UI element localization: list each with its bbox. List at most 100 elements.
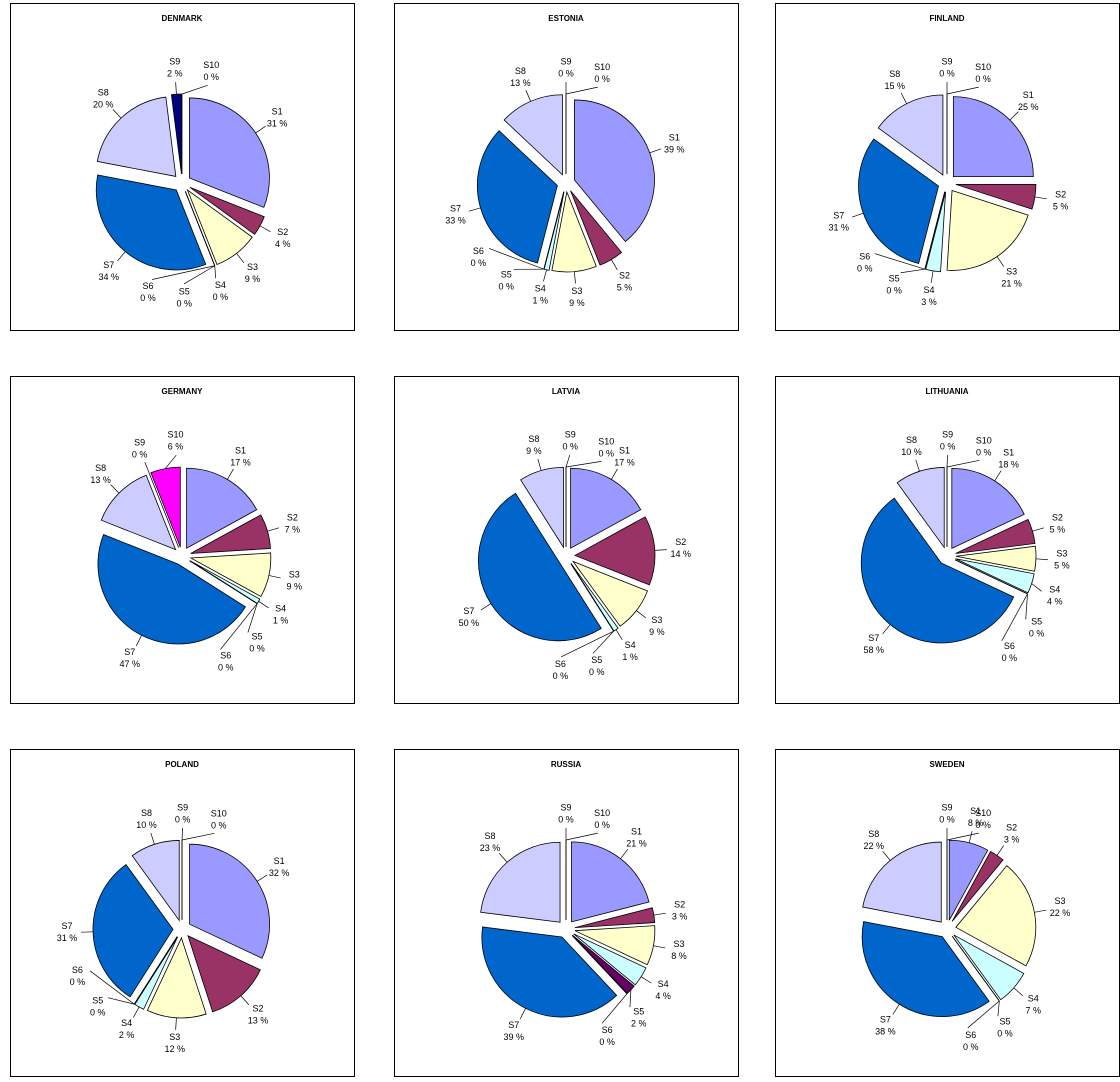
leader-line: [653, 945, 666, 949]
slice-label: S6: [220, 651, 231, 661]
value-label: 14 %: [671, 549, 692, 559]
chart-title: FINLAND: [929, 14, 964, 23]
value-label: 39 %: [664, 144, 685, 154]
slice-label: S6: [602, 1025, 613, 1035]
pie-slice: [862, 841, 942, 923]
value-label: 10 %: [136, 820, 157, 830]
leader-line: [258, 601, 269, 609]
slice-label: S3: [1006, 266, 1017, 276]
value-label: 1 %: [533, 295, 549, 305]
value-label: 5 %: [1053, 201, 1069, 211]
slice-label: S10: [594, 62, 610, 72]
value-label: 0 %: [598, 449, 614, 459]
value-label: 23 %: [480, 843, 501, 853]
pie-slice: [951, 850, 1004, 922]
slice-label: S3: [673, 939, 684, 949]
slice-label: S7: [450, 203, 461, 213]
leader-line: [150, 832, 155, 845]
leader-line: [565, 454, 571, 468]
slice-label: S10: [594, 808, 610, 818]
pie-slice: [953, 934, 1025, 1001]
leader-line: [874, 253, 925, 270]
pie-slice: [190, 514, 271, 554]
leader-line: [110, 484, 120, 494]
value-label: 31 %: [57, 933, 78, 943]
slice-label: S8: [515, 66, 526, 76]
chart-title: ESTONIA: [548, 14, 584, 23]
leader-line: [851, 212, 864, 218]
slice-label: S9: [169, 57, 180, 67]
leader-line: [611, 259, 618, 271]
value-label: 21 %: [626, 839, 647, 849]
leader-line: [946, 832, 979, 841]
leader-line: [89, 970, 135, 1005]
leader-line: [214, 265, 217, 279]
slice-label: S6: [1004, 641, 1015, 651]
leader-line: [592, 630, 614, 654]
leader-line: [967, 1000, 1000, 1029]
slice-label: S1: [272, 107, 283, 117]
leader-line: [946, 459, 980, 468]
leader-line: [882, 624, 891, 635]
chart-title: RUSSIA: [551, 760, 581, 769]
leader-line: [1001, 593, 1028, 642]
pie-slice: [925, 191, 946, 273]
slice-label: S1: [970, 806, 981, 816]
slice-label: S8: [98, 88, 109, 98]
value-label: 0 %: [213, 292, 229, 302]
leader-line: [259, 225, 271, 232]
value-label: 17 %: [614, 457, 635, 467]
leader-line: [227, 468, 234, 480]
chart-title: GERMANY: [162, 387, 204, 396]
value-label: 0 %: [1029, 628, 1045, 638]
leader-line: [175, 82, 177, 95]
leader-line: [236, 253, 245, 264]
pie-slice: [503, 94, 563, 176]
pie-panel: SWEDEN S1 8 % S2 3 % S3 22 % S4 7 % S5 0 % S6 0 % S7 3…: [775, 749, 1120, 1077]
leader-line: [1031, 583, 1042, 592]
value-label: 0 %: [975, 820, 991, 830]
slice-label: S5: [591, 655, 602, 665]
pie-panel: LITHUANIA S1 18 % S2 5 % S3 5 % S4 4 % S5 0 % S6 0 %…: [775, 376, 1120, 704]
slice-label: S4: [1049, 585, 1060, 595]
value-label: 0 %: [558, 68, 574, 78]
panel-frame: [394, 3, 739, 331]
value-label: 0 %: [940, 441, 956, 451]
leader-line: [480, 603, 492, 611]
pie-slice: [187, 934, 261, 1013]
slice-label: S2: [287, 512, 298, 522]
value-label: 13 %: [248, 1016, 269, 1026]
slice-label: S5: [179, 286, 190, 296]
pie-slice: [861, 921, 990, 1017]
pie-panel: POLAND S1 32 % S2 13 % S3 12 % S4 2 % S5 0 % S6 0 % S…: [10, 749, 355, 1077]
pie-slice: [150, 466, 181, 548]
slice-label: S1: [1023, 90, 1034, 100]
value-label: 0 %: [886, 286, 902, 296]
pie-slice: [189, 552, 272, 598]
value-label: 0 %: [553, 671, 569, 681]
pie-slice: [571, 560, 649, 627]
slice-label: S2: [277, 227, 288, 237]
slice-label: S9: [560, 802, 571, 812]
leader-line: [574, 271, 576, 284]
value-label: 0 %: [218, 663, 234, 673]
value-label: 4 %: [275, 239, 291, 249]
leader-line: [996, 256, 1005, 267]
pie-slice: [573, 933, 647, 986]
slice-label: S10: [167, 430, 183, 440]
slice-label: S1: [669, 132, 680, 142]
slice-label: S6: [965, 1030, 976, 1040]
leader-line: [498, 853, 508, 863]
pie-slice: [955, 184, 1037, 210]
slice-label: S5: [92, 996, 103, 1006]
value-label: 0 %: [499, 282, 515, 292]
leader-line: [900, 268, 925, 274]
leader-line: [565, 86, 598, 95]
slice-label: S9: [560, 56, 571, 66]
chart-title: POLAND: [165, 760, 199, 769]
value-label: 58 %: [863, 645, 884, 655]
slice-label: S5: [501, 270, 512, 280]
value-label: 25 %: [1018, 102, 1039, 112]
value-label: 0 %: [594, 820, 610, 830]
leader-line: [255, 125, 266, 134]
